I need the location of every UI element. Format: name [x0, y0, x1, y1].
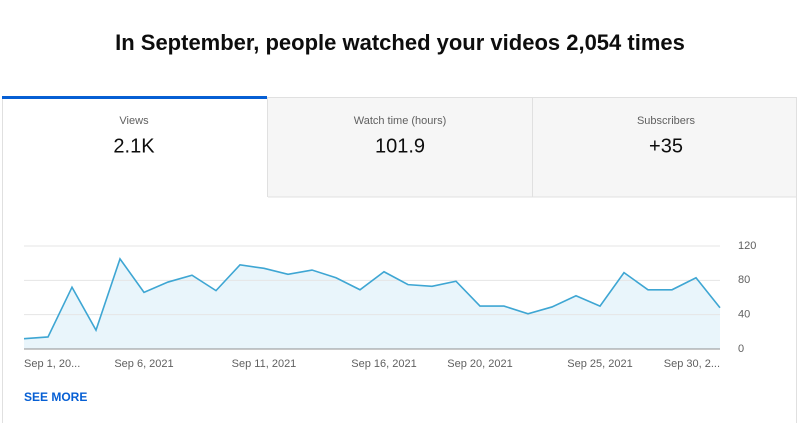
x-tick-label: Sep 6, 2021: [114, 358, 173, 370]
tab-label: Watch time (hours): [354, 115, 447, 127]
area: [24, 258, 720, 349]
y-tick-label: 120: [738, 240, 756, 252]
tab[interactable]: [533, 98, 796, 197]
x-tick-label: Sep 16, 2021: [351, 358, 416, 370]
tab-value: 101.9: [375, 135, 425, 157]
page-title: In September, people watched your videos…: [115, 30, 685, 55]
y-tick-label: 40: [738, 309, 750, 321]
tab-value: +35: [649, 135, 683, 157]
see-more-link[interactable]: SEE MORE: [24, 390, 87, 404]
x-tick-label: Sep 30, 2...: [664, 358, 720, 370]
x-tick-label: Sep 1, 20...: [24, 358, 80, 370]
tab-value: 2.1K: [113, 135, 155, 157]
y-tick-label: 0: [738, 343, 744, 355]
tab-label: Subscribers: [637, 115, 696, 127]
line: [23, 257, 721, 340]
x-tick-label: Sep 11, 2021: [232, 358, 297, 370]
x-tick-label: Sep 20, 2021: [447, 358, 512, 370]
x-tick-label: Sep 25, 2021: [567, 358, 632, 370]
selected-indicator: [2, 96, 267, 99]
tab-label: Views: [119, 115, 149, 127]
y-tick-label: 80: [738, 274, 750, 286]
tab[interactable]: [268, 98, 532, 197]
